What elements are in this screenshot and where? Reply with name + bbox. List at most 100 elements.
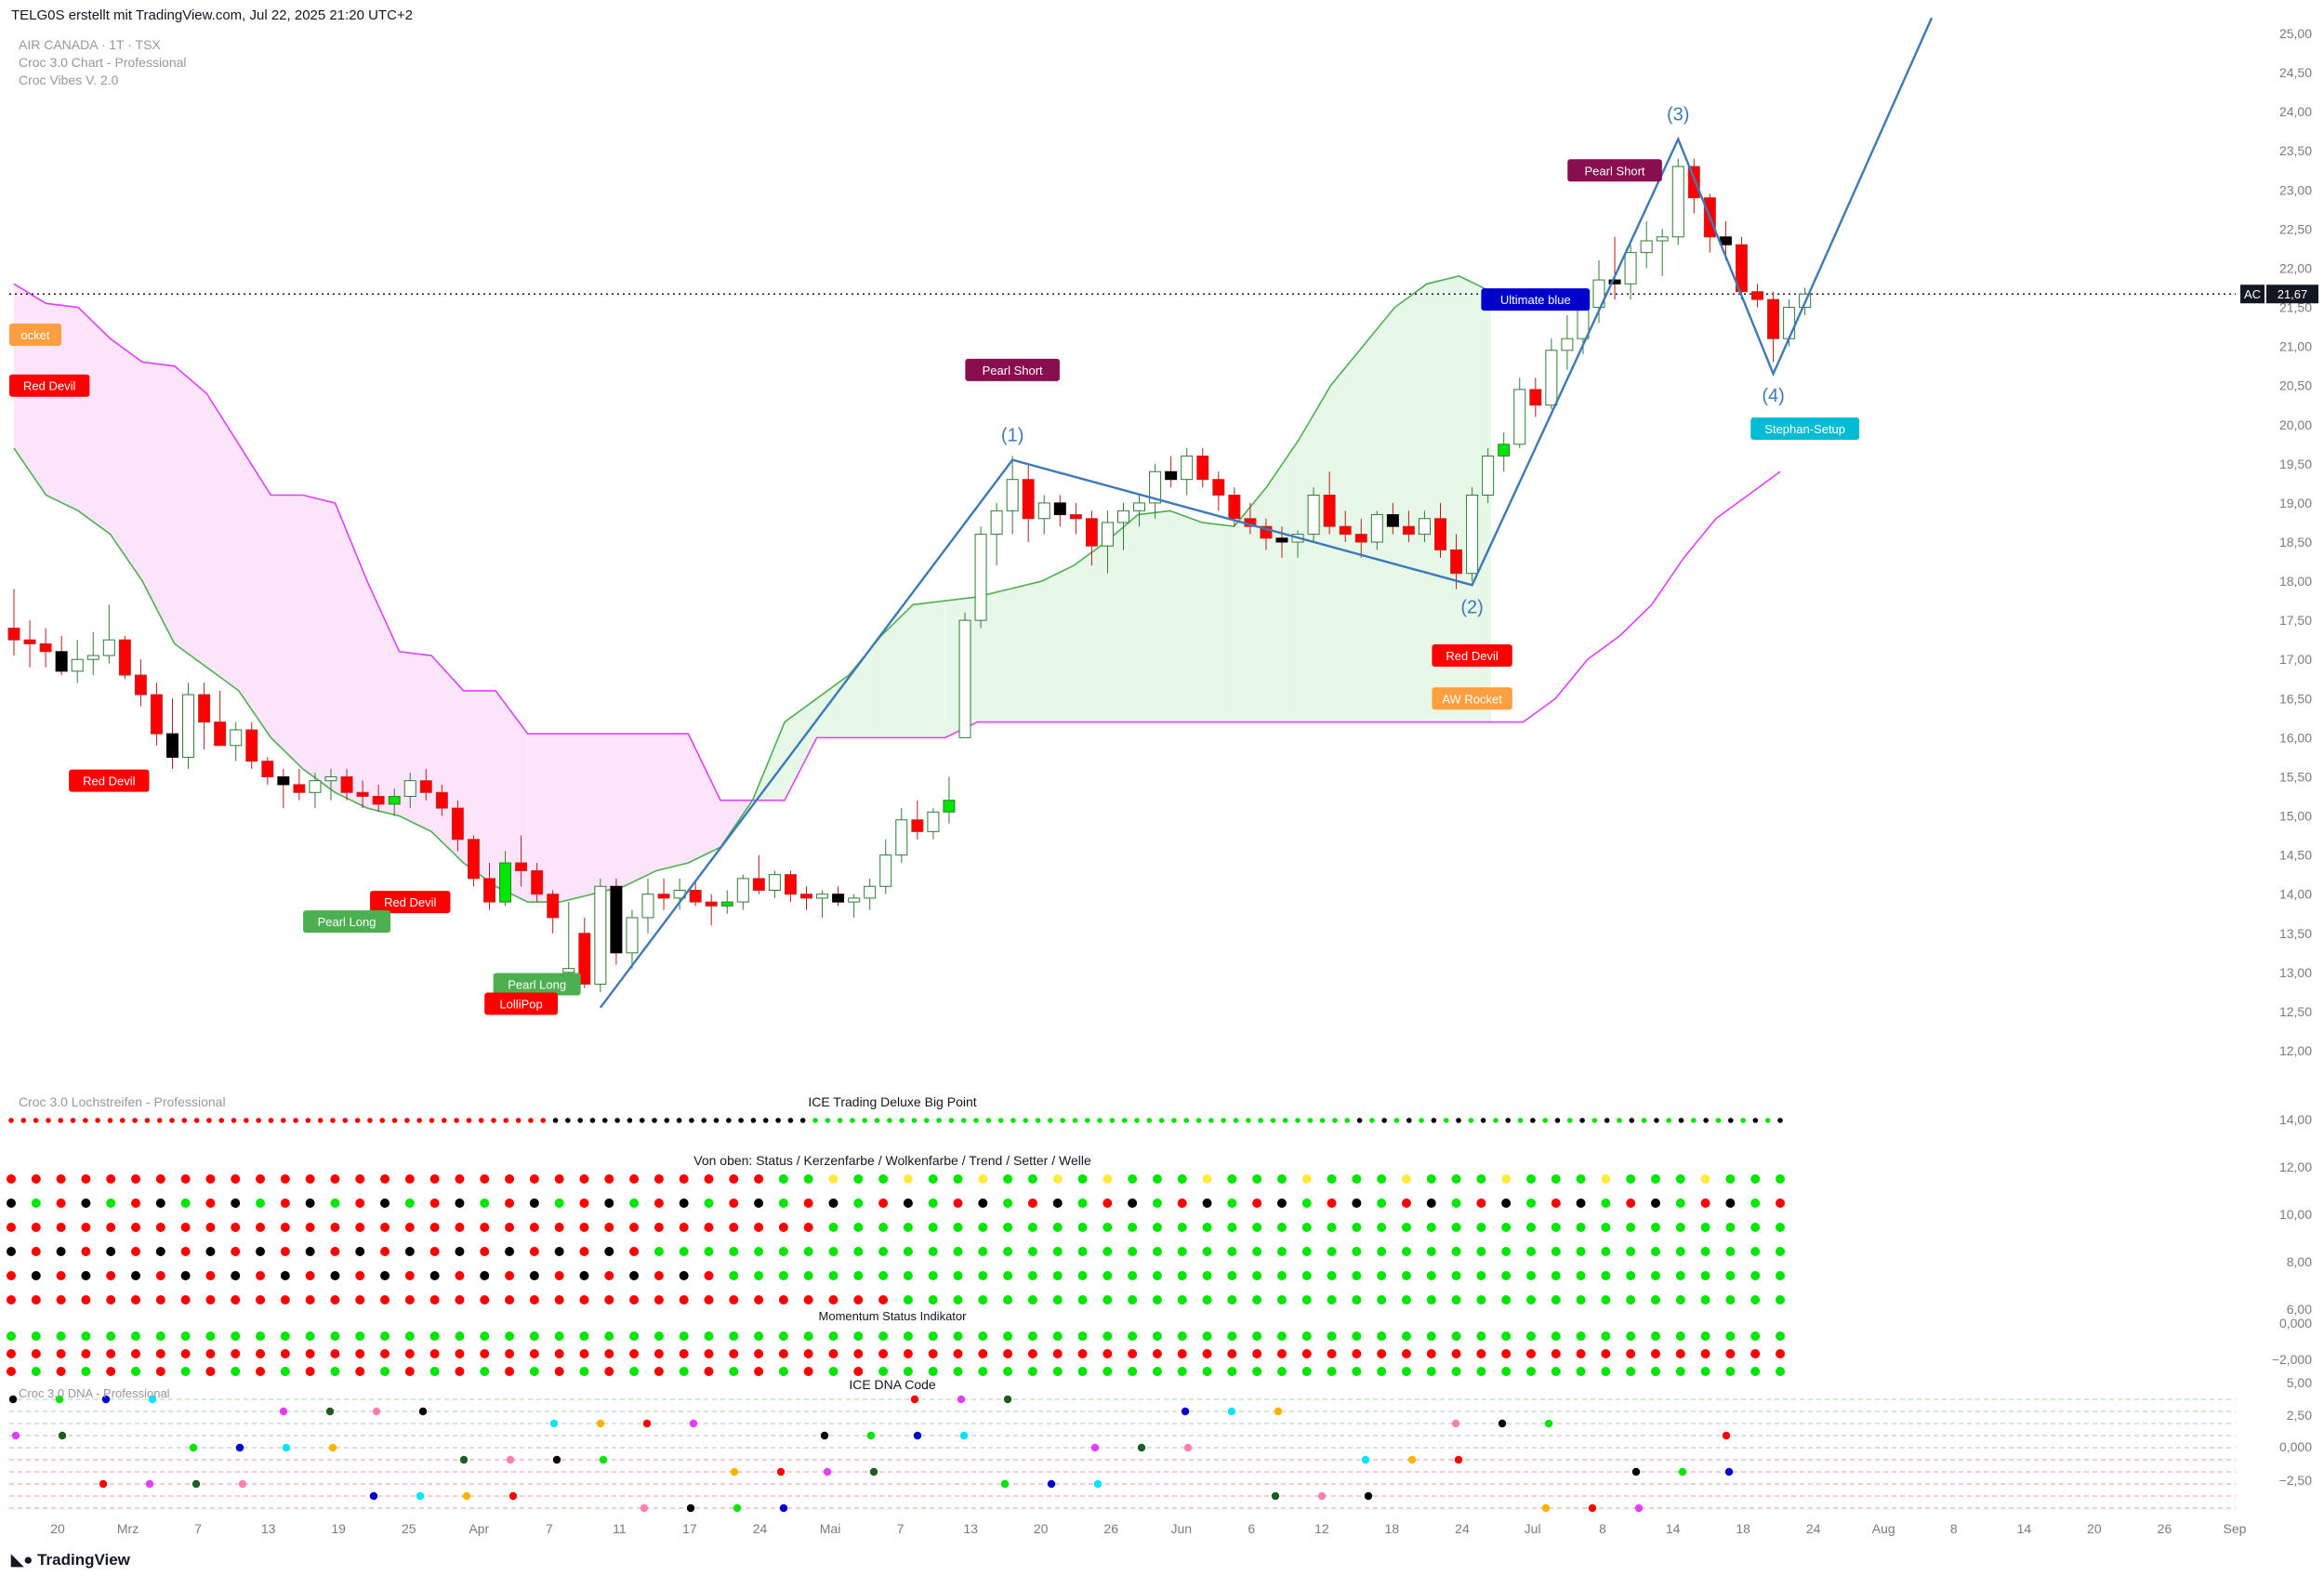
status-dot — [878, 1271, 889, 1280]
price-tick: 14,50 — [2279, 848, 2312, 863]
status-dot — [978, 1295, 988, 1305]
ice-dot — [701, 1118, 707, 1123]
ice-dot — [1764, 1118, 1771, 1123]
legend-symbol[interactable]: AIR CANADA · 1T · TSX — [19, 37, 161, 52]
price-tick: 24,00 — [2279, 104, 2312, 119]
status-dot — [1725, 1223, 1736, 1232]
status-dot — [81, 1223, 91, 1232]
status-dot — [1177, 1174, 1187, 1184]
status-dot — [1451, 1223, 1461, 1232]
status-dot — [455, 1199, 465, 1208]
momentum-dot — [878, 1349, 889, 1358]
momentum-dot — [554, 1331, 564, 1341]
candle-body — [848, 897, 861, 903]
momentum-dot — [604, 1367, 614, 1376]
ice-dot — [515, 1118, 522, 1123]
tradingview-logo[interactable]: ◣● TradingView — [11, 1551, 130, 1569]
ice-dot — [454, 1118, 459, 1123]
ice-dot — [1591, 1118, 1598, 1123]
status-dot — [1476, 1199, 1486, 1208]
momentum-dot — [480, 1331, 490, 1341]
status-dot — [928, 1247, 938, 1256]
time-tick: Aug — [1872, 1521, 1895, 1536]
cloud-segment — [463, 690, 496, 887]
ice-dot — [1617, 1118, 1622, 1123]
status-dot — [355, 1271, 365, 1280]
candle-body — [102, 639, 115, 656]
status-dot — [1576, 1247, 1586, 1256]
status-dot — [305, 1199, 315, 1208]
status-dot — [1451, 1295, 1461, 1305]
momentum-dot — [1750, 1367, 1761, 1376]
cloud-segment — [238, 444, 271, 738]
ice-dot — [256, 1118, 261, 1123]
time-tick: 7 — [546, 1521, 553, 1536]
status-dot — [978, 1174, 988, 1184]
pane-tick: 8,00 — [2287, 1254, 2312, 1269]
status-dot — [704, 1247, 714, 1256]
status-dot — [480, 1247, 490, 1256]
status-dot — [1501, 1199, 1512, 1208]
status-dot — [1103, 1199, 1113, 1208]
status-dot — [1103, 1223, 1113, 1232]
momentum-dot — [654, 1331, 664, 1341]
candle-body — [134, 674, 147, 695]
dna-dot — [1047, 1479, 1056, 1489]
status-dot — [1301, 1199, 1312, 1208]
pane-tick: 6,00 — [2287, 1302, 2312, 1317]
momentum-dot — [505, 1367, 515, 1376]
status-dot — [1700, 1247, 1710, 1256]
legend-indicator-2[interactable]: Croc Vibes V. 2.0 — [19, 73, 119, 87]
status-dot — [205, 1174, 216, 1184]
momentum-dot — [1776, 1349, 1785, 1358]
momentum-dot — [704, 1367, 714, 1376]
momentum-dot — [1626, 1331, 1636, 1341]
status-dot — [305, 1174, 315, 1184]
wave-label: (3) — [1667, 105, 1689, 126]
status-dot — [1700, 1223, 1710, 1232]
status-dot — [330, 1223, 340, 1232]
status-dot — [1352, 1199, 1362, 1208]
status-dot — [803, 1174, 813, 1184]
status-dot — [1451, 1174, 1461, 1184]
status-dot — [679, 1247, 689, 1256]
legend-indicator-1[interactable]: Croc 3.0 Chart - Professional — [19, 55, 187, 70]
status-dot — [231, 1199, 241, 1208]
signal-text: Red Devil — [384, 895, 436, 909]
status-dot — [7, 1247, 16, 1256]
status-dot — [1675, 1271, 1685, 1280]
status-dot — [1401, 1174, 1411, 1184]
status-dot — [1501, 1295, 1512, 1305]
momentum-dot — [1700, 1367, 1710, 1376]
status-dot — [654, 1295, 664, 1305]
candle-body — [547, 894, 560, 919]
momentum-dot — [928, 1367, 938, 1376]
dna-dot — [552, 1455, 561, 1464]
momentum-dot — [1027, 1349, 1037, 1358]
ice-dot — [305, 1118, 311, 1123]
candle-body — [324, 775, 337, 782]
signal-text: ocket — [20, 328, 49, 342]
status-dot — [1276, 1295, 1287, 1305]
time-tick: 11 — [613, 1521, 627, 1536]
momentum-dot — [1750, 1331, 1761, 1341]
pane-tick: 2,50 — [2287, 1408, 2312, 1423]
momentum-dot — [455, 1331, 465, 1341]
status-dot — [7, 1295, 16, 1305]
status-dot — [355, 1174, 365, 1184]
status-dot — [1227, 1174, 1237, 1184]
momentum-dot — [1377, 1349, 1387, 1358]
momentum-dot — [629, 1367, 640, 1376]
status-dot — [579, 1271, 589, 1280]
status-dot — [455, 1174, 465, 1184]
momentum-dot — [56, 1349, 66, 1358]
status-dot — [1077, 1223, 1088, 1232]
candle-body — [1339, 525, 1352, 536]
status-dot — [978, 1247, 988, 1256]
status-dot — [579, 1247, 589, 1256]
momentum-dot — [1675, 1331, 1685, 1341]
ice-dot — [1393, 1118, 1400, 1123]
status-dot — [231, 1174, 241, 1184]
momentum-dot — [1601, 1331, 1611, 1341]
